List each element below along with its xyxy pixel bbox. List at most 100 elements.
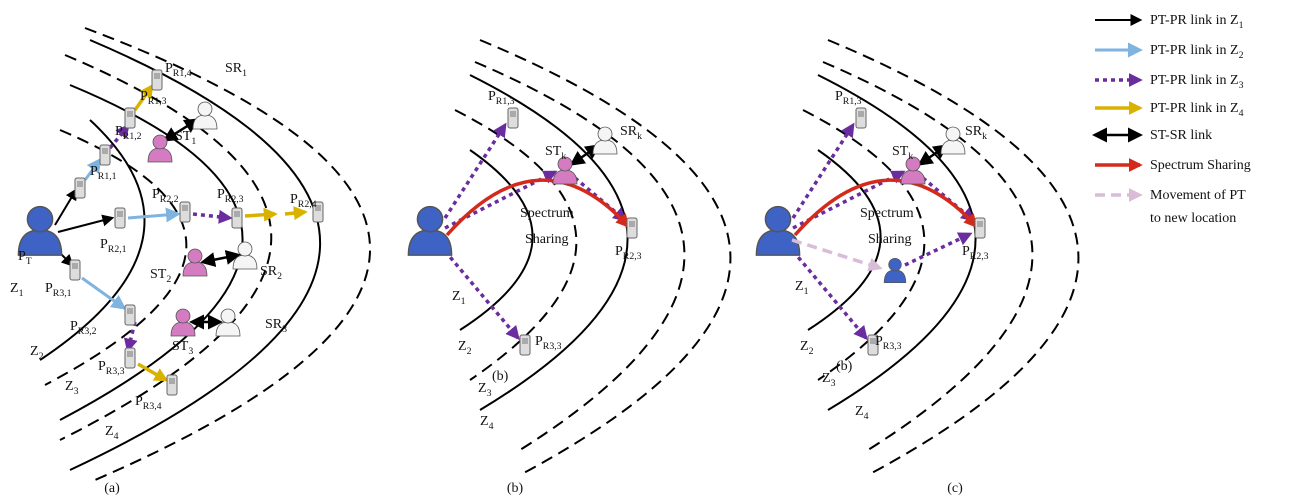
label: PR2,4 (290, 192, 317, 210)
label: Z1 (452, 289, 466, 307)
phone-icon (180, 202, 190, 222)
label-subscript: R2,3 (623, 251, 642, 262)
link (193, 214, 230, 218)
user-body (183, 262, 207, 276)
label-subscript: R1,3 (843, 96, 862, 107)
phone-icon (70, 260, 80, 280)
zone-boundary (828, 40, 1078, 475)
label-subscript: k (908, 151, 913, 162)
label-text: Z (452, 289, 461, 304)
caption: (a) (104, 481, 120, 496)
label-text: Z (800, 339, 809, 354)
user-head (198, 102, 212, 116)
label: PR3,3 (98, 359, 125, 377)
label-text: Z (822, 371, 831, 386)
label: SRk (620, 124, 642, 142)
label: Z4 (480, 414, 494, 432)
label-subscript: 3 (282, 324, 287, 335)
label: SR3 (265, 317, 287, 335)
label-subscript: 4 (864, 411, 869, 422)
phone-icon (75, 178, 85, 198)
label-text: P (70, 319, 78, 334)
user-head (765, 207, 790, 232)
figure: PR1,4SR1PR1,3PR1,2ST1PR1,1PR2,2PR2,3PR2,… (0, 0, 1297, 502)
label-subscript: 3 (487, 388, 492, 399)
label-subscript: R1,1 (98, 171, 117, 182)
label: Spectrum (860, 206, 914, 221)
link (128, 214, 178, 218)
label-text: Z (855, 404, 864, 419)
label-subscript: R1,2 (123, 131, 142, 142)
user-body (593, 140, 617, 154)
user-head (188, 249, 202, 263)
label-text: P (135, 394, 143, 409)
label-text: P (90, 164, 98, 179)
user-body (148, 148, 172, 162)
label-subscript: R1,3 (496, 96, 515, 107)
phone-screen (127, 351, 133, 357)
label-text: PT-PR link in Z (1150, 101, 1239, 116)
phone-icon (152, 70, 162, 90)
phone-screen (522, 338, 528, 344)
user-icon (408, 207, 451, 256)
label-subscript: k (637, 131, 642, 142)
user-head (889, 258, 902, 271)
label-text: P (18, 249, 26, 264)
label-text: P (115, 124, 123, 139)
phone-screen (182, 205, 188, 211)
label-text: P (100, 237, 108, 252)
label-text: SR (260, 264, 278, 279)
label: Z4 (855, 404, 869, 422)
label-subscript: R3,3 (543, 341, 562, 352)
user-icon (193, 102, 217, 129)
label-text: P (615, 244, 623, 259)
label-text: P (140, 89, 148, 104)
label: Z4 (105, 424, 119, 442)
link (82, 278, 124, 308)
user-body (171, 322, 195, 336)
label-subscript: R3,3 (883, 341, 902, 352)
phone-icon (508, 108, 518, 128)
user-head (598, 127, 612, 141)
label-text: P (217, 187, 225, 202)
phone-screen (977, 221, 983, 227)
user-head (153, 135, 167, 149)
label-text: P (875, 334, 883, 349)
user-head (946, 127, 960, 141)
label: PT-PR link in Z2 (1150, 43, 1244, 61)
user-body (408, 230, 451, 255)
label-subscript: R1,3 (148, 96, 167, 107)
label-text: Spectrum (520, 206, 574, 221)
label: Z1 (795, 279, 809, 297)
label-subscript: 4 (489, 421, 494, 432)
label-subscript: 3 (1239, 80, 1244, 91)
label: Z3 (822, 371, 836, 389)
label-text: ST (175, 129, 192, 144)
label: Sharing (868, 232, 912, 247)
label: PR2,2 (152, 187, 179, 205)
label: PR1,3 (140, 89, 167, 107)
label-text: Sharing (868, 232, 912, 247)
label-text: P (535, 334, 543, 349)
label: Movement of PT (1150, 188, 1246, 203)
phone-icon (100, 145, 110, 165)
phone-screen (154, 73, 160, 79)
label-subscript: R1,4 (173, 68, 192, 79)
label: (b) (836, 359, 853, 374)
zone-boundary (480, 40, 730, 475)
label-subscript: 4 (1239, 108, 1244, 119)
user-body (941, 140, 965, 154)
label: PR2,1 (100, 237, 127, 255)
label: PT-PR link in Z4 (1150, 101, 1244, 119)
label-text: SR (225, 61, 243, 76)
label-subscript: R2,4 (298, 199, 317, 210)
user-icon (756, 207, 799, 256)
label-subscript: 3 (188, 346, 193, 357)
user-body (193, 115, 217, 129)
label-text: Z (30, 344, 39, 359)
label-subscript: R3,1 (53, 288, 72, 299)
phone-screen (858, 111, 864, 117)
phone-icon (167, 375, 177, 395)
user-body (884, 270, 906, 283)
label-subscript: R3,2 (78, 326, 97, 337)
